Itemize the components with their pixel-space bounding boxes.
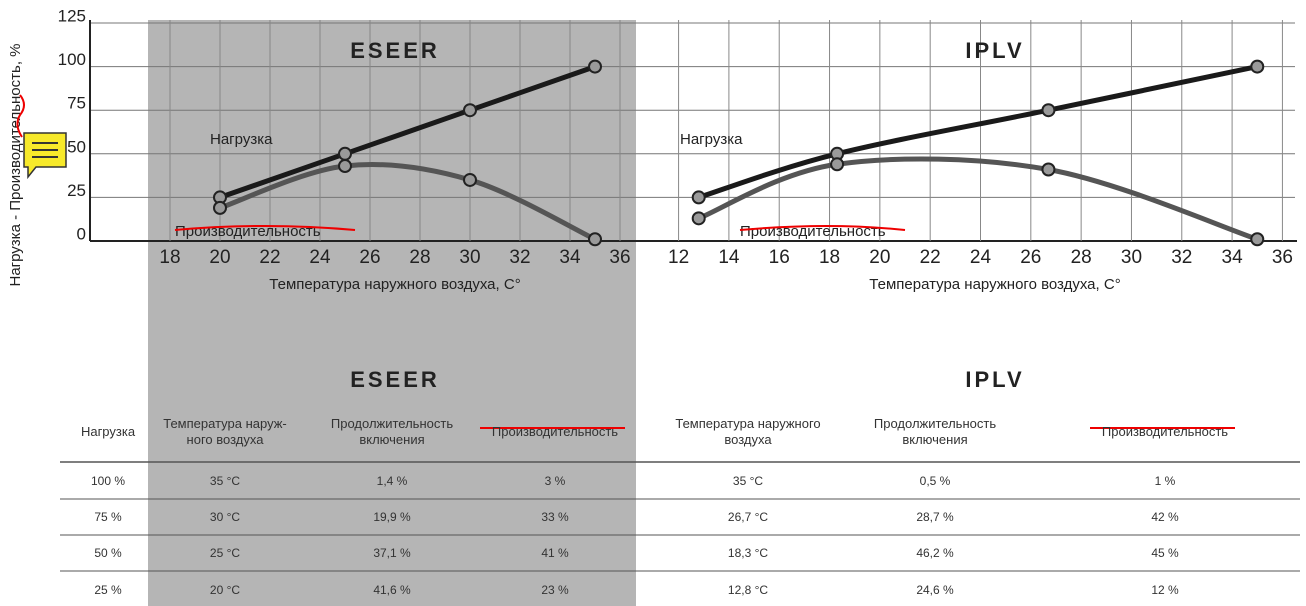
table-cell: 35 °C — [732, 474, 764, 488]
point — [1041, 162, 1056, 177]
table-header: Производительность — [1101, 424, 1229, 439]
table-cell: 1 % — [1154, 474, 1176, 488]
x-tick-label: 32 — [1171, 247, 1192, 268]
table-cell: 41 % — [541, 546, 569, 560]
table-title: IPLV — [965, 367, 1025, 392]
table-title: ESEER — [350, 367, 440, 392]
table-cell: 30 °C — [209, 510, 241, 524]
table-cell: 37,1 % — [373, 546, 411, 560]
table-cell: 75 % — [94, 510, 122, 524]
table-cell: 100 % — [90, 474, 126, 488]
table-cell: 3 % — [544, 474, 566, 488]
y-tick-label: 100 — [58, 50, 86, 69]
point — [691, 211, 706, 226]
table-cell: 42 % — [1151, 510, 1179, 524]
table-cell: 50 % — [94, 546, 122, 560]
x-tick-label: 34 — [559, 247, 581, 268]
table-header: Температура наруж- ного воздуха — [163, 416, 287, 447]
table-cell: 1,4 % — [376, 474, 408, 488]
table-cell: 25 °C — [209, 546, 241, 560]
table-cell: 24,6 % — [916, 583, 954, 597]
x-tick-label: 30 — [459, 247, 480, 268]
annotation-mark — [739, 225, 906, 231]
note-icon — [23, 132, 67, 180]
x-tick-label: 36 — [1272, 247, 1293, 268]
point — [338, 146, 352, 161]
y-tick-label: 50 — [67, 137, 86, 156]
x-tick-label: 18 — [159, 247, 180, 268]
y-axis-label: Нагрузка - Производительность, % — [7, 43, 24, 286]
x-tick-label: 30 — [1121, 247, 1142, 268]
table-cell: 45 % — [1151, 546, 1179, 560]
table-cell: 0,5 % — [919, 474, 951, 488]
x-tick-label: 24 — [309, 247, 331, 268]
table-header: Продолжительность включения — [330, 416, 454, 447]
annotation-mark — [174, 225, 356, 231]
table-cell: 26,7 °C — [727, 510, 769, 524]
x-tick-label: 18 — [819, 247, 840, 268]
table-cell: 23 % — [541, 583, 569, 597]
table-cell: 19,9 % — [373, 510, 411, 524]
series-line — [219, 162, 597, 242]
x-tick-label: 22 — [920, 247, 941, 268]
point — [1250, 59, 1265, 74]
y-tick-label: 75 — [67, 94, 86, 113]
x-tick-label: 36 — [609, 247, 630, 268]
table-cell: 18,3 °C — [727, 546, 769, 560]
point — [588, 59, 602, 74]
point — [338, 159, 352, 174]
x-axis-label: Температура наружного воздуха, C° — [869, 276, 1120, 293]
x-tick-label: 12 — [668, 247, 689, 268]
x-tick-label: 16 — [769, 247, 790, 268]
point — [691, 190, 706, 205]
annotation-mark — [16, 94, 25, 138]
x-tick-label: 28 — [1071, 247, 1092, 268]
table-header: Нагрузка — [80, 424, 136, 439]
x-tick-label: 20 — [869, 247, 890, 268]
series-line — [697, 156, 1259, 242]
table-cell: 41,6 % — [373, 583, 411, 597]
series-label: Нагрузка — [680, 131, 743, 148]
x-tick-label: 32 — [509, 247, 530, 268]
x-axis-label: Температура наружного воздуха, C° — [269, 276, 520, 293]
series-line — [219, 64, 596, 200]
table-cell: 28,7 % — [916, 510, 954, 524]
point — [213, 200, 227, 215]
table-cell: 20 °C — [209, 583, 241, 597]
point — [588, 232, 602, 247]
series-label: Нагрузка — [210, 131, 273, 148]
x-tick-label: 24 — [970, 247, 992, 268]
x-tick-label: 34 — [1222, 247, 1244, 268]
point — [830, 157, 845, 172]
table-header: Продолжительность включения — [873, 416, 997, 447]
table-cell: 35 °C — [209, 474, 241, 488]
point — [1250, 232, 1265, 247]
point — [463, 103, 477, 118]
x-tick-label: 20 — [209, 247, 230, 268]
point — [463, 172, 477, 187]
x-tick-label: 22 — [259, 247, 280, 268]
point — [1041, 103, 1056, 118]
table-cell: 25 % — [94, 583, 122, 597]
y-tick-label: 125 — [58, 6, 86, 25]
series-line — [697, 64, 1258, 200]
table-cell: 12 % — [1151, 583, 1179, 597]
eseer-shade — [148, 20, 636, 606]
x-tick-label: 14 — [718, 247, 740, 268]
chart-title: IPLV — [965, 38, 1024, 63]
x-tick-label: 26 — [359, 247, 380, 268]
table-cell: 12,8 °C — [727, 583, 769, 597]
table-header: Производительность — [491, 424, 619, 439]
table-header: Температура наружного воздуха — [675, 416, 821, 447]
y-tick-label: 25 — [67, 181, 86, 200]
table-cell: 46,2 % — [916, 546, 954, 560]
chart-title: ESEER — [350, 38, 440, 63]
table-cell: 33 % — [541, 510, 569, 524]
y-tick-label: 0 — [77, 224, 86, 243]
x-tick-label: 26 — [1020, 247, 1041, 268]
x-tick-label: 28 — [409, 247, 430, 268]
